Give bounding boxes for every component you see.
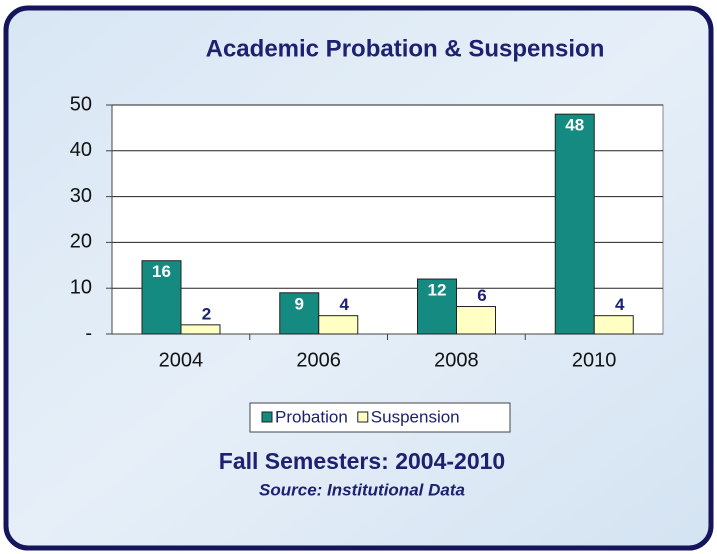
data-label: 48 [565, 116, 584, 135]
y-tick-label: 10 [70, 276, 92, 298]
data-label: 9 [295, 294, 304, 313]
data-label: 12 [428, 281, 447, 300]
x-tick-label: 2006 [296, 349, 341, 371]
data-label: 4 [615, 295, 625, 314]
y-tick-label: - [85, 322, 92, 344]
bar [554, 113, 595, 335]
bar [456, 306, 496, 335]
x-tick-label: 2008 [434, 349, 479, 371]
y-tick-label: 30 [70, 185, 92, 207]
bar [593, 315, 634, 335]
y-tick-label: 20 [70, 231, 92, 253]
legend-swatch [261, 411, 273, 423]
data-label: 4 [340, 295, 350, 314]
y-tick-label: 50 [70, 93, 92, 115]
bar [180, 324, 221, 335]
bar [318, 315, 359, 335]
data-label: 6 [477, 286, 486, 305]
legend-label: Suspension [371, 407, 460, 426]
legend-swatch [357, 411, 369, 423]
data-label: 2 [202, 304, 211, 323]
source: Source: Institutional Data [259, 480, 465, 499]
legend [249, 402, 511, 433]
x-tick-label: 2004 [159, 349, 204, 371]
chart-title: Academic Probation & Suspension [206, 35, 605, 62]
y-tick-label: 40 [70, 139, 92, 161]
bar [141, 260, 182, 335]
data-label: 16 [152, 262, 171, 281]
bar [279, 292, 320, 335]
legend-label: Probation [275, 407, 348, 426]
x-tick-label: 2010 [572, 349, 617, 371]
subtitle: Fall Semesters: 2004-2010 [219, 448, 505, 474]
